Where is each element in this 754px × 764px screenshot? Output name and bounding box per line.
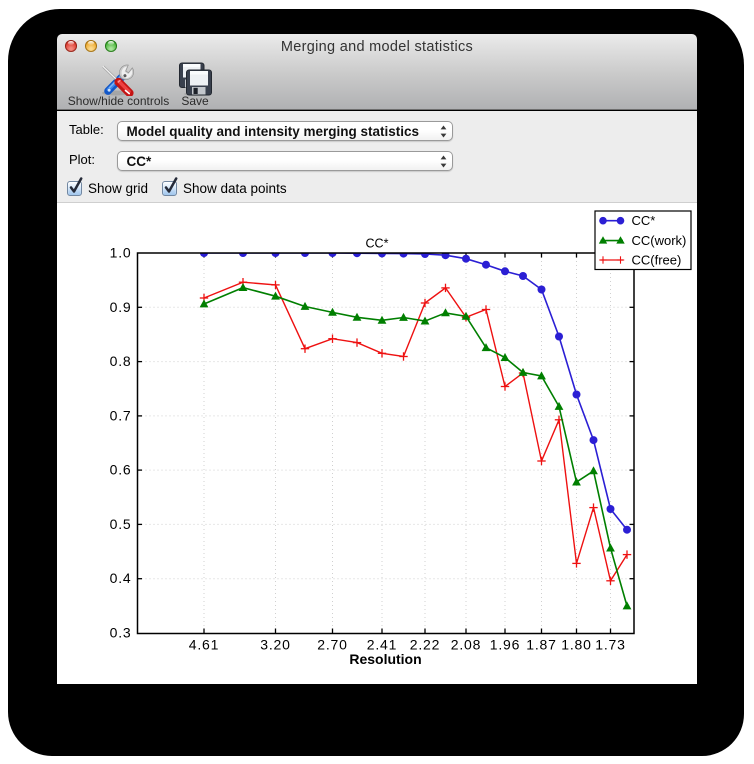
svg-text:1.87: 1.87: [526, 637, 556, 653]
svg-text:0.6: 0.6: [110, 462, 132, 478]
svg-text:0.9: 0.9: [110, 299, 132, 315]
svg-text:0.5: 0.5: [110, 516, 132, 532]
svg-text:3.20: 3.20: [260, 637, 290, 653]
svg-text:1.0: 1.0: [110, 245, 132, 261]
svg-text:4.61: 4.61: [189, 637, 219, 653]
svg-text:2.08: 2.08: [451, 637, 481, 653]
svg-text:CC*: CC*: [632, 213, 656, 228]
svg-text:1.73: 1.73: [595, 637, 625, 653]
svg-text:2.41: 2.41: [367, 637, 397, 653]
svg-text:1.96: 1.96: [490, 637, 520, 653]
svg-text:CC*: CC*: [366, 237, 389, 251]
svg-text:0.4: 0.4: [110, 570, 132, 586]
svg-text:CC(work): CC(work): [632, 233, 687, 248]
svg-text:0.3: 0.3: [110, 625, 132, 641]
svg-text:2.22: 2.22: [410, 637, 440, 653]
svg-text:1.80: 1.80: [561, 637, 591, 653]
svg-text:Resolution: Resolution: [349, 651, 421, 667]
svg-text:2.70: 2.70: [317, 637, 347, 653]
svg-text:0.7: 0.7: [110, 407, 132, 423]
svg-text:0.8: 0.8: [110, 353, 132, 369]
svg-text:CC(free): CC(free): [632, 253, 682, 268]
